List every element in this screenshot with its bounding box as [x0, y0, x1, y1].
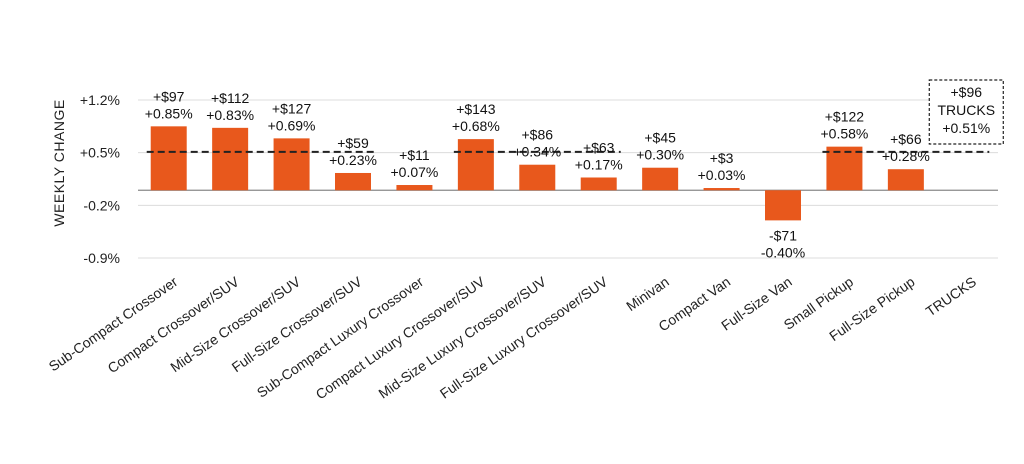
- data-label-dollar: +$3: [710, 150, 734, 166]
- data-label-dollar: +$122: [825, 109, 865, 125]
- callout-text: +$96: [951, 84, 983, 100]
- callout-text: TRUCKS: [938, 102, 996, 118]
- data-label-percent: +0.85%: [145, 105, 193, 121]
- bar: [335, 172, 371, 191]
- data-label-dollar: +$59: [337, 135, 369, 151]
- data-label-percent: +0.17%: [575, 156, 623, 172]
- y-tick-label: -0.2%: [83, 197, 120, 213]
- data-label-percent: +0.23%: [329, 152, 377, 168]
- data-label-percent: +0.69%: [268, 117, 316, 133]
- bar: [396, 185, 433, 191]
- bar: [519, 164, 556, 191]
- data-label-percent: +0.28%: [882, 148, 930, 164]
- bar: [273, 138, 310, 191]
- data-label-dollar: +$66: [890, 131, 922, 147]
- callout-box: [928, 79, 1004, 145]
- data-label-percent: +0.58%: [820, 126, 868, 142]
- bar: [212, 127, 249, 191]
- data-label-percent: -0.40%: [761, 244, 805, 260]
- bar: [765, 190, 801, 221]
- data-label-dollar: +$86: [522, 127, 554, 143]
- y-axis-label: WEEKLY CHANGE: [51, 99, 67, 226]
- bar: [150, 126, 187, 191]
- data-label-dollar: +$63: [583, 139, 615, 155]
- y-tick-label: +1.2%: [80, 92, 120, 108]
- data-labels: +$97+0.85%+$112+0.83% +$127+0.69%+$59+0.2…: [145, 88, 930, 260]
- data-label-percent: +0.03%: [698, 167, 746, 183]
- data-label-percent: +0.83%: [206, 107, 254, 123]
- bar: [826, 146, 863, 191]
- data-label-dollar: +$11: [399, 147, 430, 163]
- data-label-dollar: +$45: [644, 130, 676, 146]
- trucks-callout: +$96 TRUCKS +0.51%: [928, 79, 1004, 145]
- callout-text: +0.51%: [942, 120, 990, 136]
- data-label-dollar: +$112: [211, 90, 249, 106]
- data-label-dollar: +$127: [272, 100, 312, 116]
- bar: [642, 167, 679, 191]
- data-label-percent: +0.07%: [390, 164, 438, 180]
- data-label-dollar: -$71: [769, 227, 797, 243]
- category-label: TRUCKS: [923, 273, 979, 319]
- data-label-dollar: +$97: [153, 88, 185, 104]
- bar: [887, 169, 924, 191]
- data-label-percent: +0.34%: [513, 144, 561, 160]
- data-label-dollar: +$143: [456, 101, 496, 117]
- bar: [703, 188, 740, 191]
- data-label-percent: +0.30%: [636, 147, 684, 163]
- y-tick-label: -0.9%: [83, 250, 120, 266]
- category-label: Minivan: [623, 273, 672, 314]
- bar: [457, 139, 494, 191]
- bar: [580, 177, 617, 191]
- y-tick-label: +0.5%: [80, 145, 120, 161]
- data-label-percent: +0.68%: [452, 118, 500, 134]
- bars: [150, 126, 924, 221]
- y-axis-ticks: +1.2% +0.5% -0.2% -0.9%: [80, 92, 120, 266]
